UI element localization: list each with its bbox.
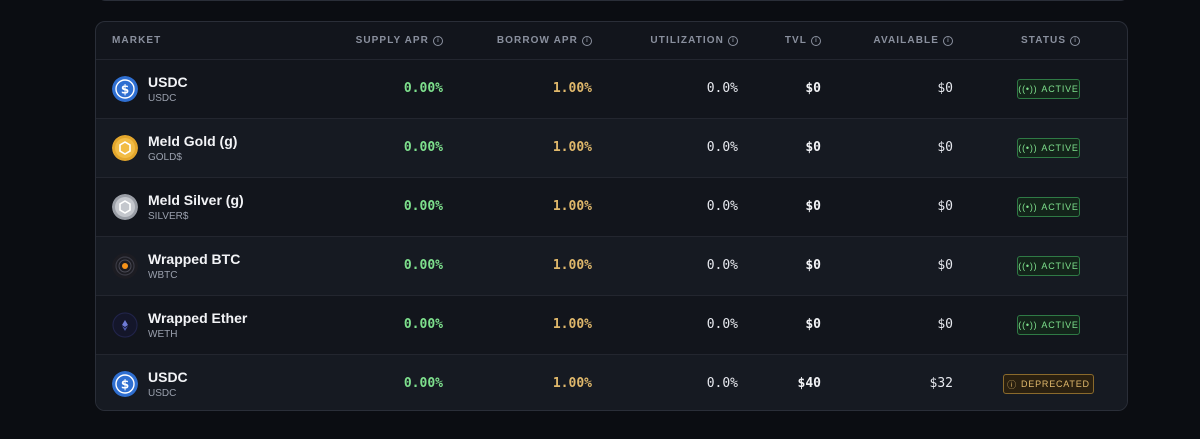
status-badge: ((•)) ACTIVE <box>1017 197 1080 217</box>
supply-apr: 0.00% <box>403 258 443 273</box>
header-supply-apr-label: SUPPLY APR <box>355 35 429 46</box>
status-badge: ((•)) ACTIVE <box>1017 79 1080 99</box>
header-utilization[interactable]: UTILIZATION i <box>650 22 738 59</box>
tvl: $0 <box>805 199 821 214</box>
header-market-label: MARKET <box>112 35 162 46</box>
status-badge: ⓘ DEPRECATED <box>1003 374 1094 394</box>
tvl: $40 <box>797 376 821 391</box>
table-row[interactable]: Meld Gold (g) GOLD$ 0.00% 1.00% 0.0% $0 … <box>96 119 1127 178</box>
utilization: 0.0% <box>706 140 738 155</box>
supply-apr: 0.00% <box>403 140 443 155</box>
signal-icon: ((•)) <box>1018 261 1038 271</box>
usdc-icon: $ <box>112 76 138 102</box>
token-name: Wrapped BTC <box>148 251 241 267</box>
status-label: ACTIVE <box>1041 261 1079 271</box>
token-symbol: SILVER$ <box>148 211 189 222</box>
header-borrow-apr[interactable]: BORROW APR i <box>497 22 592 59</box>
info-icon[interactable]: i <box>728 35 738 46</box>
utilization: 0.0% <box>706 199 738 214</box>
utilization: 0.0% <box>706 81 738 96</box>
borrow-apr: 1.00% <box>552 81 592 96</box>
warning-icon: ⓘ <box>1007 379 1017 390</box>
status-label: ACTIVE <box>1041 143 1079 153</box>
status-label: ACTIVE <box>1041 320 1079 330</box>
info-icon[interactable]: i <box>433 35 443 46</box>
token-name: USDC <box>148 74 188 90</box>
usdc-icon: $ <box>112 371 138 397</box>
signal-icon: ((•)) <box>1018 143 1038 153</box>
borrow-apr: 1.00% <box>552 258 592 273</box>
token-symbol: WBTC <box>148 270 178 281</box>
svg-text:$: $ <box>121 83 129 97</box>
supply-apr: 0.00% <box>403 317 443 332</box>
tvl: $0 <box>805 317 821 332</box>
header-tvl[interactable]: TVL i <box>785 22 821 59</box>
utilization: 0.0% <box>706 258 738 273</box>
available: $0 <box>937 258 953 273</box>
header-borrow-apr-label: BORROW APR <box>496 35 578 46</box>
available: $0 <box>937 317 953 332</box>
tvl: $0 <box>805 81 821 96</box>
header-tvl-label: TVL <box>784 35 807 46</box>
borrow-apr: 1.00% <box>552 317 592 332</box>
token-name: Meld Gold (g) <box>148 133 238 149</box>
supply-apr: 0.00% <box>403 376 443 391</box>
status-label: ACTIVE <box>1041 202 1079 212</box>
header-status-label: STATUS <box>1021 35 1067 46</box>
supply-apr: 0.00% <box>403 199 443 214</box>
available: $32 <box>929 376 953 391</box>
status-label: ACTIVE <box>1041 84 1079 94</box>
signal-icon: ((•)) <box>1018 84 1038 94</box>
token-symbol: WETH <box>148 329 178 340</box>
status-badge: ((•)) ACTIVE <box>1017 138 1080 158</box>
token-name: USDC <box>148 369 188 385</box>
token-name: Meld Silver (g) <box>148 192 244 208</box>
svg-text:$: $ <box>121 378 129 392</box>
header-available-label: AVAILABLE <box>873 35 939 46</box>
utilization: 0.0% <box>706 376 738 391</box>
tvl: $0 <box>805 140 821 155</box>
token-name: Wrapped Ether <box>148 310 248 326</box>
tvl: $0 <box>805 258 821 273</box>
available: $0 <box>937 199 953 214</box>
weth-icon <box>112 312 138 338</box>
status-label: DEPRECATED <box>1020 379 1090 389</box>
signal-icon: ((•)) <box>1018 320 1038 330</box>
status-badge: ((•)) ACTIVE <box>1017 256 1080 276</box>
table-row[interactable]: $ USDC USDC 0.00% 1.00% 0.0% $0 $0 ((•))… <box>96 60 1127 119</box>
header-status[interactable]: STATUS i <box>1021 22 1081 59</box>
header-market[interactable]: MARKET <box>112 22 161 59</box>
borrow-apr: 1.00% <box>552 199 592 214</box>
table-row[interactable]: $ USDC USDC 0.00% 1.00% 0.0% $40 $32 ⓘ D… <box>96 355 1127 410</box>
table-header: MARKET SUPPLY APR i BORROW APR i UTILIZA… <box>96 22 1127 60</box>
available: $0 <box>937 81 953 96</box>
header-available[interactable]: AVAILABLE i <box>873 22 953 59</box>
markets-table: MARKET SUPPLY APR i BORROW APR i UTILIZA… <box>95 21 1128 411</box>
previous-card <box>96 0 1130 1</box>
borrow-apr: 1.00% <box>552 140 592 155</box>
info-icon[interactable]: i <box>582 35 592 46</box>
info-icon[interactable]: i <box>943 35 953 46</box>
silver-icon <box>112 194 138 220</box>
info-icon[interactable]: i <box>1070 35 1081 46</box>
available: $0 <box>937 140 953 155</box>
token-symbol: USDC <box>148 93 177 104</box>
header-utilization-label: UTILIZATION <box>650 35 724 46</box>
table-row[interactable]: Wrapped Ether WETH 0.00% 1.00% 0.0% $0 $… <box>96 296 1127 355</box>
utilization: 0.0% <box>706 317 738 332</box>
info-icon[interactable]: i <box>811 35 821 46</box>
borrow-apr: 1.00% <box>552 376 592 391</box>
status-badge: ((•)) ACTIVE <box>1017 315 1080 335</box>
token-symbol: USDC <box>148 388 177 399</box>
header-supply-apr[interactable]: SUPPLY APR i <box>356 22 443 59</box>
wbtc-icon <box>112 253 138 279</box>
token-symbol: GOLD$ <box>148 152 182 163</box>
table-row[interactable]: Wrapped BTC WBTC 0.00% 1.00% 0.0% $0 $0 … <box>96 237 1127 296</box>
signal-icon: ((•)) <box>1018 202 1038 212</box>
table-row[interactable]: Meld Silver (g) SILVER$ 0.00% 1.00% 0.0%… <box>96 178 1127 237</box>
supply-apr: 0.00% <box>403 81 443 96</box>
gold-icon <box>112 135 138 161</box>
